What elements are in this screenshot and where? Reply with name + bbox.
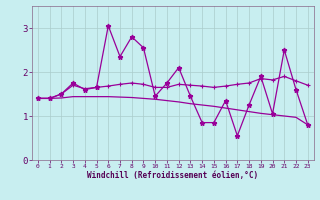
X-axis label: Windchill (Refroidissement éolien,°C): Windchill (Refroidissement éolien,°C) [87,171,258,180]
